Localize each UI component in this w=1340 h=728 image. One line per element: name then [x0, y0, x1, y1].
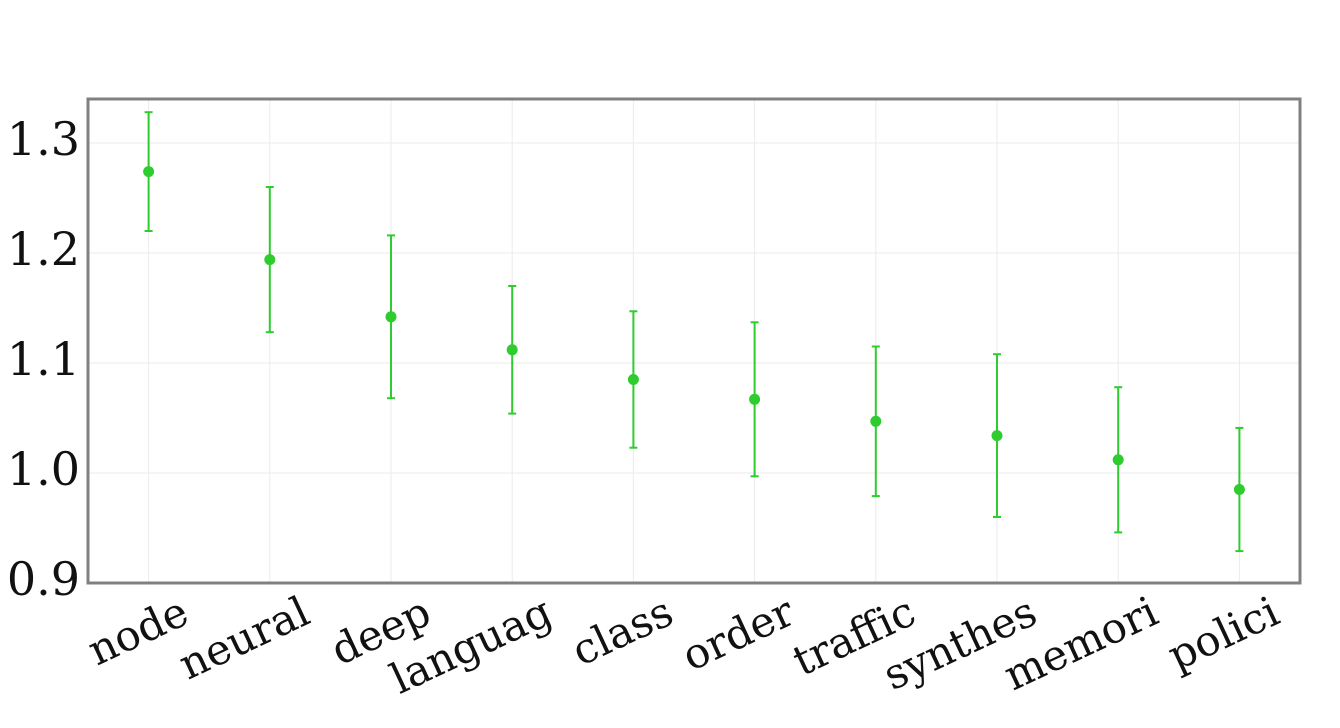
x-tick-label: order	[675, 586, 803, 680]
point	[870, 415, 882, 427]
x-tick-label: neural	[171, 587, 316, 690]
point	[1112, 454, 1124, 466]
point	[991, 430, 1003, 442]
point	[143, 166, 155, 178]
point	[506, 344, 518, 356]
y-tick-label: 1.2	[7, 222, 80, 276]
y-tick-label: 1.3	[7, 112, 80, 166]
plot-area	[88, 99, 1300, 583]
x-tick-label: class	[564, 587, 680, 676]
point	[749, 393, 761, 405]
marks	[143, 111, 1245, 553]
point	[627, 374, 639, 385]
y-tick-label: 1.1	[7, 332, 80, 386]
point	[264, 254, 276, 266]
point	[385, 311, 397, 323]
point	[1233, 484, 1245, 495]
plot-frame	[86, 97, 1302, 585]
y-tick-label: 0.9	[7, 552, 80, 606]
y-tick-label: 1.0	[7, 442, 80, 496]
x-tick-label: polici	[1160, 587, 1286, 680]
